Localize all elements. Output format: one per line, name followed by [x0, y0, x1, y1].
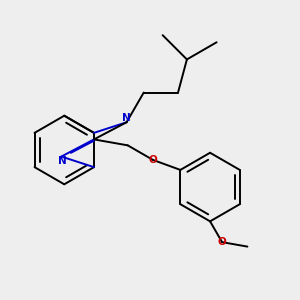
Text: N: N [122, 113, 131, 123]
Text: O: O [218, 237, 226, 247]
Text: O: O [148, 155, 158, 165]
Text: N: N [58, 156, 67, 166]
